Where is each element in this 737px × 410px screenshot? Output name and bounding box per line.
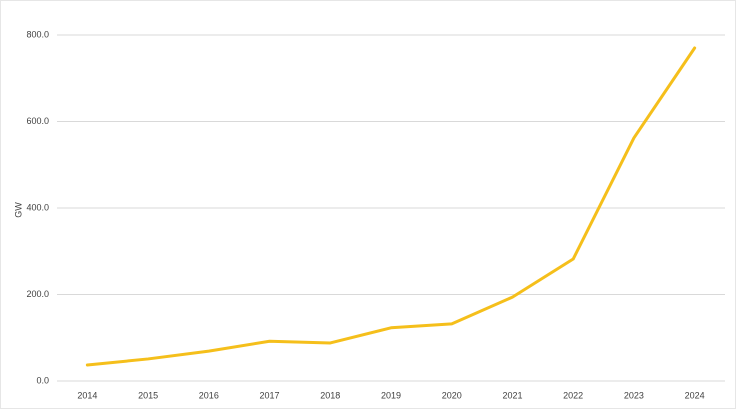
y-tick-label: 400.0 — [26, 202, 49, 212]
line-series — [85, 46, 697, 367]
x-tick-label: 2018 — [320, 390, 340, 400]
y-tick-label: 800.0 — [26, 29, 49, 39]
y-axis-label: GW — [13, 202, 23, 218]
y-tick-label: 200.0 — [26, 289, 49, 299]
x-tick-label: 2014 — [77, 390, 97, 400]
x-tick-label: 2017 — [260, 390, 280, 400]
x-tick-label: 2015 — [138, 390, 158, 400]
x-tick-label: 2023 — [624, 390, 644, 400]
x-tick-label: 2024 — [685, 390, 705, 400]
x-tick-label: 2022 — [563, 390, 583, 400]
x-tick-label: 2016 — [199, 390, 219, 400]
y-tick-label: 600.0 — [26, 116, 49, 126]
x-tick-label: 2021 — [502, 390, 522, 400]
x-tick-label: 2019 — [381, 390, 401, 400]
y-tick-label: 0.0 — [36, 375, 49, 385]
x-tick-label: 2020 — [442, 390, 462, 400]
